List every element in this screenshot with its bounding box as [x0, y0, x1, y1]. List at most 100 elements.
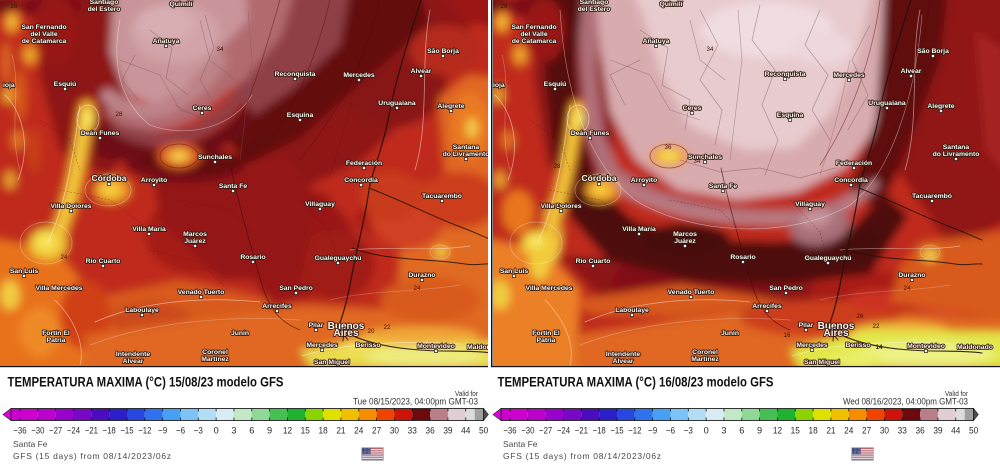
svg-text:0: 0: [704, 426, 709, 436]
svg-text:18: 18: [809, 426, 818, 436]
svg-text:−3: −3: [194, 426, 203, 436]
svg-text:−12: −12: [628, 426, 641, 436]
svg-text:Pilar: Pilar: [309, 322, 324, 329]
svg-text:Alvear: Alvear: [123, 358, 144, 365]
svg-text:24: 24: [904, 285, 911, 292]
svg-text:12: 12: [283, 426, 292, 436]
svg-text:Valid for: Valid for: [945, 389, 968, 398]
svg-text:del Valle: del Valle: [520, 31, 547, 38]
svg-text:Añatuya: Añatuya: [153, 38, 180, 45]
svg-text:Río Cuarto: Río Cuarto: [576, 258, 611, 265]
svg-text:San Pedro: San Pedro: [279, 285, 313, 292]
svg-text:San Luis: San Luis: [10, 268, 39, 275]
svg-text:Concordia: Concordia: [834, 177, 868, 184]
svg-text:−9: −9: [158, 426, 167, 436]
svg-text:Esquiú: Esquiú: [544, 81, 567, 88]
svg-text:Maldonado: Maldonado: [957, 344, 993, 351]
svg-text:14: 14: [876, 344, 883, 351]
svg-text:50: 50: [479, 426, 488, 436]
svg-text:−15: −15: [610, 426, 623, 436]
svg-text:Mercedes: Mercedes: [343, 72, 375, 79]
svg-text:Rosario: Rosario: [730, 254, 755, 261]
svg-text:GFS (15 days) from 08/14/2023/: GFS (15 days) from 08/14/2023/06z: [13, 451, 172, 461]
svg-text:Villa Dolores: Villa Dolores: [540, 203, 581, 210]
svg-text:São Borja: São Borja: [427, 48, 459, 55]
svg-text:−9: −9: [648, 426, 657, 436]
svg-text:21: 21: [826, 426, 835, 436]
svg-text:Aires: Aires: [333, 328, 358, 339]
svg-text:Alvear: Alvear: [613, 358, 634, 365]
svg-text:Alvear: Alvear: [411, 68, 432, 75]
svg-text:28: 28: [11, 3, 18, 10]
svg-text:Uruguaiana: Uruguaiana: [868, 100, 906, 107]
svg-text:TEMPERATURA MAXIMA (°C) 15/08/: TEMPERATURA MAXIMA (°C) 15/08/23 modelo …: [8, 375, 284, 390]
svg-text:44: 44: [461, 426, 470, 436]
svg-text:Alegrete: Alegrete: [927, 103, 954, 110]
svg-text:3: 3: [231, 426, 236, 436]
svg-text:del Estero: del Estero: [578, 6, 611, 13]
svg-text:33: 33: [408, 426, 417, 436]
svg-text:28: 28: [554, 163, 561, 170]
svg-text:−18: −18: [593, 426, 606, 436]
svg-text:Ceres: Ceres: [193, 105, 212, 112]
svg-text:Junín: Junín: [231, 330, 249, 337]
svg-text:−6: −6: [666, 426, 675, 436]
svg-text:Martínez: Martínez: [201, 356, 229, 363]
svg-text:−12: −12: [138, 426, 151, 436]
svg-text:Venado Tuerto: Venado Tuerto: [668, 289, 715, 296]
svg-text:−27: −27: [49, 426, 62, 436]
svg-text:Ceres: Ceres: [683, 105, 702, 112]
svg-text:Intendente: Intendente: [116, 351, 151, 358]
svg-text:TEMPERATURA MAXIMA (°C) 16/08/: TEMPERATURA MAXIMA (°C) 16/08/23 modelo …: [498, 375, 774, 390]
svg-text:Aires: Aires: [823, 328, 848, 339]
svg-text:Arroyito: Arroyito: [631, 177, 657, 184]
svg-text:33: 33: [898, 426, 907, 436]
svg-text:Córdoba: Córdoba: [92, 173, 127, 183]
svg-text:do Livramento: do Livramento: [933, 151, 980, 158]
svg-text:−6: −6: [176, 426, 185, 436]
svg-text:36: 36: [425, 426, 434, 436]
svg-text:Patria: Patria: [537, 337, 556, 344]
svg-text:Durazno: Durazno: [898, 272, 925, 279]
svg-text:del Valle: del Valle: [30, 31, 57, 38]
svg-text:Juárez: Juárez: [184, 238, 206, 245]
svg-text:Montevideo: Montevideo: [417, 343, 455, 350]
svg-text:San Pedro: San Pedro: [769, 285, 803, 292]
svg-text:Añatuya: Añatuya: [643, 38, 670, 45]
svg-text:Junín: Junín: [721, 330, 739, 337]
svg-text:Mercedes: Mercedes: [796, 342, 828, 349]
svg-text:Arrecifes: Arrecifes: [752, 303, 782, 310]
svg-text:9: 9: [757, 426, 762, 436]
svg-text:Durazno: Durazno: [408, 272, 435, 279]
svg-text:Maldonado: Maldonado: [467, 344, 503, 351]
svg-text:−36: −36: [503, 426, 516, 436]
svg-text:Laboulaye: Laboulaye: [125, 307, 159, 314]
svg-text:Villa Dolores: Villa Dolores: [50, 203, 91, 210]
svg-text:22: 22: [384, 324, 391, 331]
svg-text:26: 26: [857, 313, 864, 320]
svg-text:39: 39: [933, 426, 942, 436]
svg-text:San Fernando: San Fernando: [21, 24, 66, 31]
svg-text:Laboulaye: Laboulaye: [615, 307, 649, 314]
svg-text:Alvear: Alvear: [901, 68, 922, 75]
svg-text:Coronel: Coronel: [692, 349, 718, 356]
svg-text:San Miguel: San Miguel: [804, 359, 840, 366]
svg-text:34: 34: [694, 158, 701, 165]
svg-text:Quimilí: Quimilí: [659, 1, 683, 8]
svg-text:24: 24: [554, 203, 561, 210]
svg-text:−21: −21: [85, 426, 98, 436]
svg-text:Arroyito: Arroyito: [141, 177, 167, 184]
svg-text:GFS (15 days) from 08/14/2023/: GFS (15 days) from 08/14/2023/06z: [503, 451, 662, 461]
svg-text:Córdoba: Córdoba: [582, 173, 617, 183]
svg-text:Juárez: Juárez: [674, 238, 696, 245]
svg-text:Federación: Federación: [836, 160, 872, 167]
svg-text:−36: −36: [13, 426, 26, 436]
svg-text:Santa Fe: Santa Fe: [503, 439, 538, 449]
svg-text:6: 6: [739, 426, 744, 436]
svg-text:Buenos: Buenos: [328, 321, 365, 332]
svg-text:Reconquista: Reconquista: [275, 71, 316, 78]
svg-text:3: 3: [721, 426, 726, 436]
svg-text:Mercedes: Mercedes: [306, 342, 338, 349]
svg-text:Santa Fe: Santa Fe: [709, 183, 738, 190]
svg-text:Arrecifes: Arrecifes: [262, 303, 292, 310]
